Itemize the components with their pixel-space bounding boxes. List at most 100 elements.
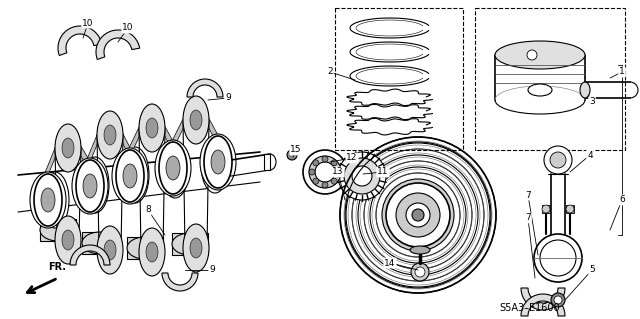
Text: 8: 8 (145, 205, 151, 214)
Ellipse shape (410, 246, 430, 254)
Polygon shape (162, 273, 198, 291)
Polygon shape (96, 30, 140, 60)
Ellipse shape (41, 188, 55, 212)
Text: 11: 11 (377, 167, 388, 176)
Bar (475, 8, 625, 150)
Ellipse shape (76, 160, 104, 212)
Circle shape (544, 146, 572, 174)
Ellipse shape (104, 240, 116, 260)
Ellipse shape (528, 84, 552, 96)
Text: 5: 5 (589, 265, 595, 275)
Polygon shape (70, 245, 110, 265)
Text: 9: 9 (209, 265, 215, 275)
Ellipse shape (97, 226, 123, 274)
Ellipse shape (41, 188, 55, 212)
Circle shape (415, 267, 425, 277)
Ellipse shape (139, 104, 165, 152)
Circle shape (309, 156, 341, 188)
Circle shape (386, 183, 450, 247)
Ellipse shape (62, 230, 74, 250)
Bar (127, 237, 163, 259)
Ellipse shape (190, 110, 202, 130)
Circle shape (303, 150, 347, 194)
Ellipse shape (166, 156, 180, 180)
Text: 14: 14 (384, 258, 396, 268)
Ellipse shape (495, 41, 585, 69)
Text: S5A3–E1600: S5A3–E1600 (500, 303, 560, 313)
Ellipse shape (72, 158, 108, 214)
Text: 4: 4 (587, 151, 593, 160)
Circle shape (352, 149, 484, 281)
Text: FR.: FR. (48, 262, 66, 272)
Circle shape (412, 209, 424, 221)
Text: 12: 12 (346, 153, 358, 162)
Circle shape (364, 161, 472, 269)
Text: 1: 1 (619, 68, 625, 77)
Ellipse shape (30, 172, 66, 228)
Ellipse shape (41, 172, 69, 228)
Ellipse shape (97, 111, 123, 159)
Ellipse shape (116, 150, 144, 202)
Ellipse shape (83, 174, 97, 198)
Ellipse shape (40, 219, 76, 241)
Ellipse shape (211, 150, 225, 174)
Ellipse shape (146, 118, 158, 138)
Circle shape (382, 179, 454, 251)
Ellipse shape (127, 237, 163, 259)
Ellipse shape (139, 228, 165, 276)
Circle shape (346, 143, 490, 287)
Polygon shape (78, 130, 99, 191)
Ellipse shape (121, 147, 149, 203)
Circle shape (406, 203, 430, 227)
Polygon shape (79, 143, 102, 191)
Ellipse shape (204, 136, 232, 188)
Text: 9: 9 (225, 93, 231, 102)
Bar (172, 233, 208, 255)
Bar (264, 154, 270, 170)
Circle shape (331, 178, 337, 184)
Ellipse shape (82, 232, 118, 254)
Bar (82, 232, 118, 254)
Polygon shape (36, 143, 57, 205)
Circle shape (376, 173, 460, 257)
Circle shape (551, 293, 565, 307)
Polygon shape (121, 130, 142, 181)
Ellipse shape (123, 164, 137, 188)
Ellipse shape (166, 156, 180, 180)
Ellipse shape (155, 140, 191, 196)
Circle shape (352, 166, 372, 186)
Polygon shape (207, 115, 230, 167)
Text: 2: 2 (327, 68, 333, 77)
Bar (542, 205, 550, 213)
Ellipse shape (172, 233, 208, 255)
Text: 13: 13 (332, 167, 344, 176)
Text: 7: 7 (525, 190, 531, 199)
Ellipse shape (211, 150, 225, 174)
Text: 6: 6 (619, 196, 625, 204)
Text: 3: 3 (589, 98, 595, 107)
Circle shape (566, 205, 574, 213)
Ellipse shape (161, 142, 189, 198)
Circle shape (370, 167, 466, 263)
Ellipse shape (201, 137, 229, 193)
Bar (335, 8, 463, 150)
Polygon shape (521, 294, 565, 316)
Ellipse shape (580, 82, 590, 98)
Text: 10: 10 (83, 19, 93, 27)
Ellipse shape (81, 157, 109, 213)
Ellipse shape (62, 138, 74, 158)
Circle shape (344, 158, 380, 194)
Circle shape (527, 50, 537, 60)
Circle shape (554, 296, 562, 304)
Ellipse shape (34, 174, 62, 226)
Ellipse shape (123, 164, 137, 188)
Polygon shape (161, 115, 185, 173)
Ellipse shape (159, 142, 187, 194)
Ellipse shape (190, 238, 202, 258)
Circle shape (313, 178, 319, 184)
Polygon shape (163, 123, 185, 173)
Circle shape (550, 152, 566, 168)
Ellipse shape (200, 134, 236, 190)
Circle shape (540, 240, 576, 276)
Circle shape (287, 150, 297, 160)
